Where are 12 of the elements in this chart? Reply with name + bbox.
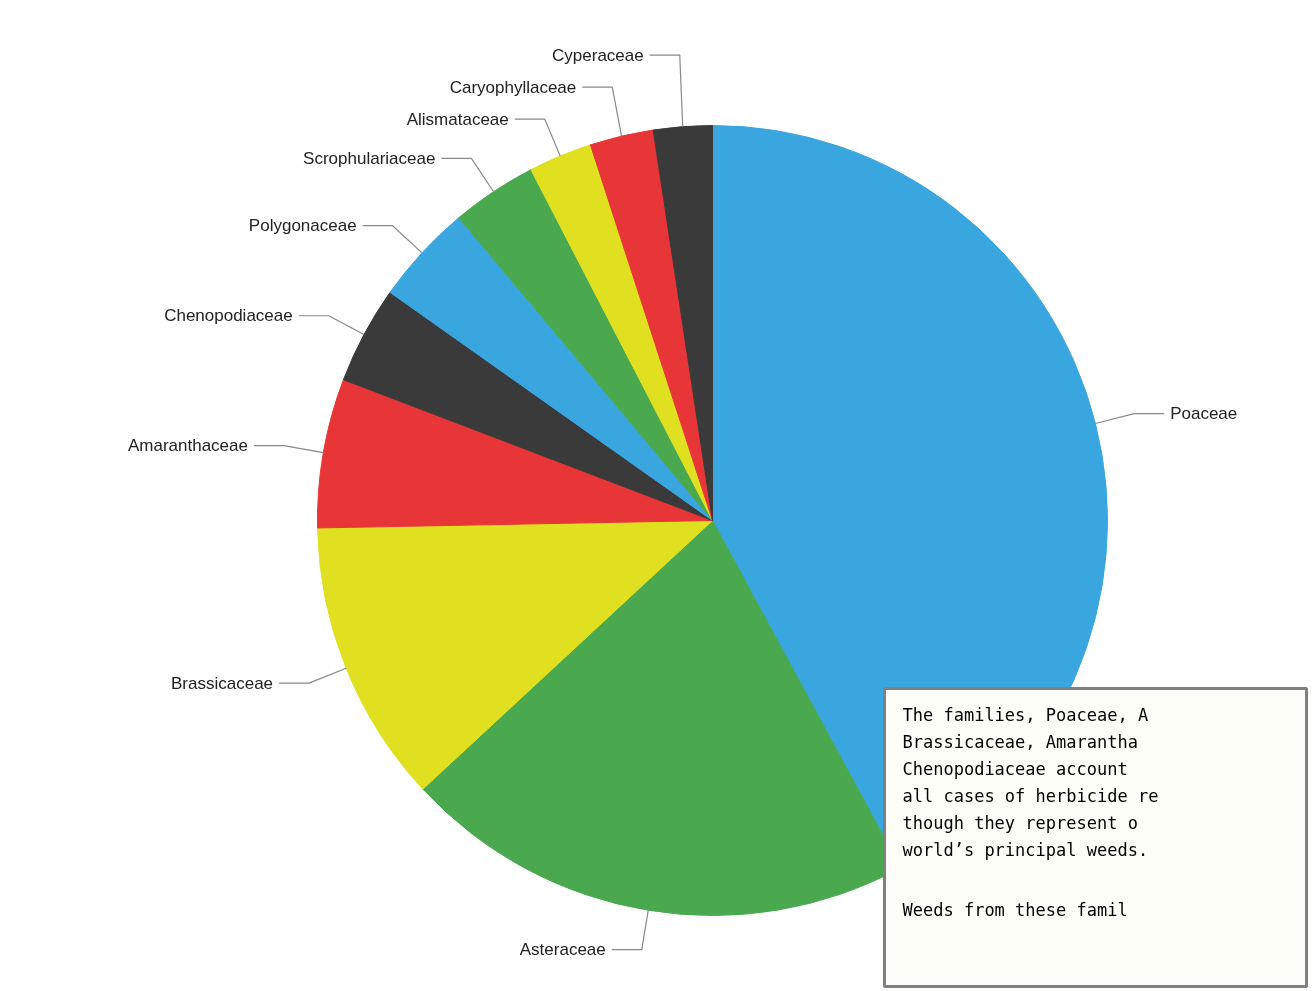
slice-label: Asteraceae <box>519 940 606 960</box>
slice-label: Chenopodiaceae <box>164 306 293 326</box>
slice-label: Amaranthaceae <box>127 436 248 456</box>
slice-label: Cyperaceae <box>552 45 644 65</box>
slice-label: Polygonaceae <box>248 216 357 236</box>
text: The families, Poaceae, A Brassicaceae, Amarantha Chenopodiaceae account all cases of herbicide re though they represent o world’s principal weeds. <box>902 704 1159 860</box>
slice-label: Scrophulariaceae <box>303 148 436 168</box>
slice-label: Alismataceae <box>406 109 509 129</box>
slice-label: Caryophyllaceae <box>449 77 577 97</box>
text: Weeds from these famil <box>902 899 1128 920</box>
slice-label: Brassicaceae <box>171 673 274 693</box>
slice-label: Poaceae <box>1170 404 1238 424</box>
